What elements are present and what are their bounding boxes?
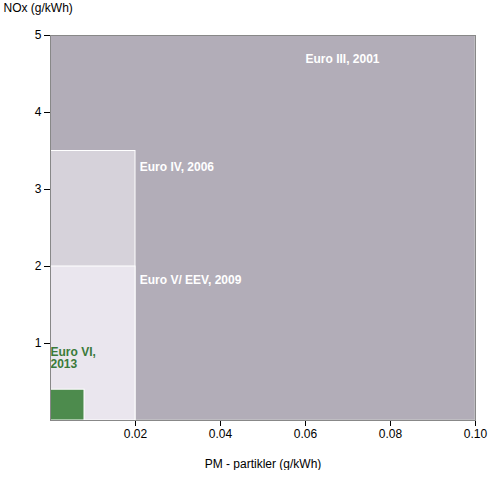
svg-text:PM - partikler (g/kWh): PM - partikler (g/kWh): [205, 457, 322, 471]
svg-text:0.06: 0.06: [294, 427, 318, 441]
svg-text:0.04: 0.04: [209, 427, 233, 441]
svg-text:Euro V/ EEV, 2009: Euro V/ EEV, 2009: [140, 273, 242, 287]
svg-text:NOx (g/kWh): NOx (g/kWh): [4, 1, 73, 15]
svg-text:Euro IV, 2006: Euro IV, 2006: [140, 160, 215, 174]
svg-text:0.08: 0.08: [379, 427, 403, 441]
svg-text:Euro VI,2013: Euro VI,2013: [51, 345, 96, 371]
svg-text:1: 1: [35, 336, 42, 350]
svg-text:4: 4: [35, 105, 42, 119]
svg-text:3: 3: [35, 182, 42, 196]
svg-text:Euro III, 2001: Euro III, 2001: [306, 52, 380, 66]
svg-text:2: 2: [35, 259, 42, 273]
svg-text:0.10: 0.10: [464, 427, 488, 441]
svg-text:5: 5: [35, 28, 42, 42]
svg-text:0.02: 0.02: [124, 427, 148, 441]
